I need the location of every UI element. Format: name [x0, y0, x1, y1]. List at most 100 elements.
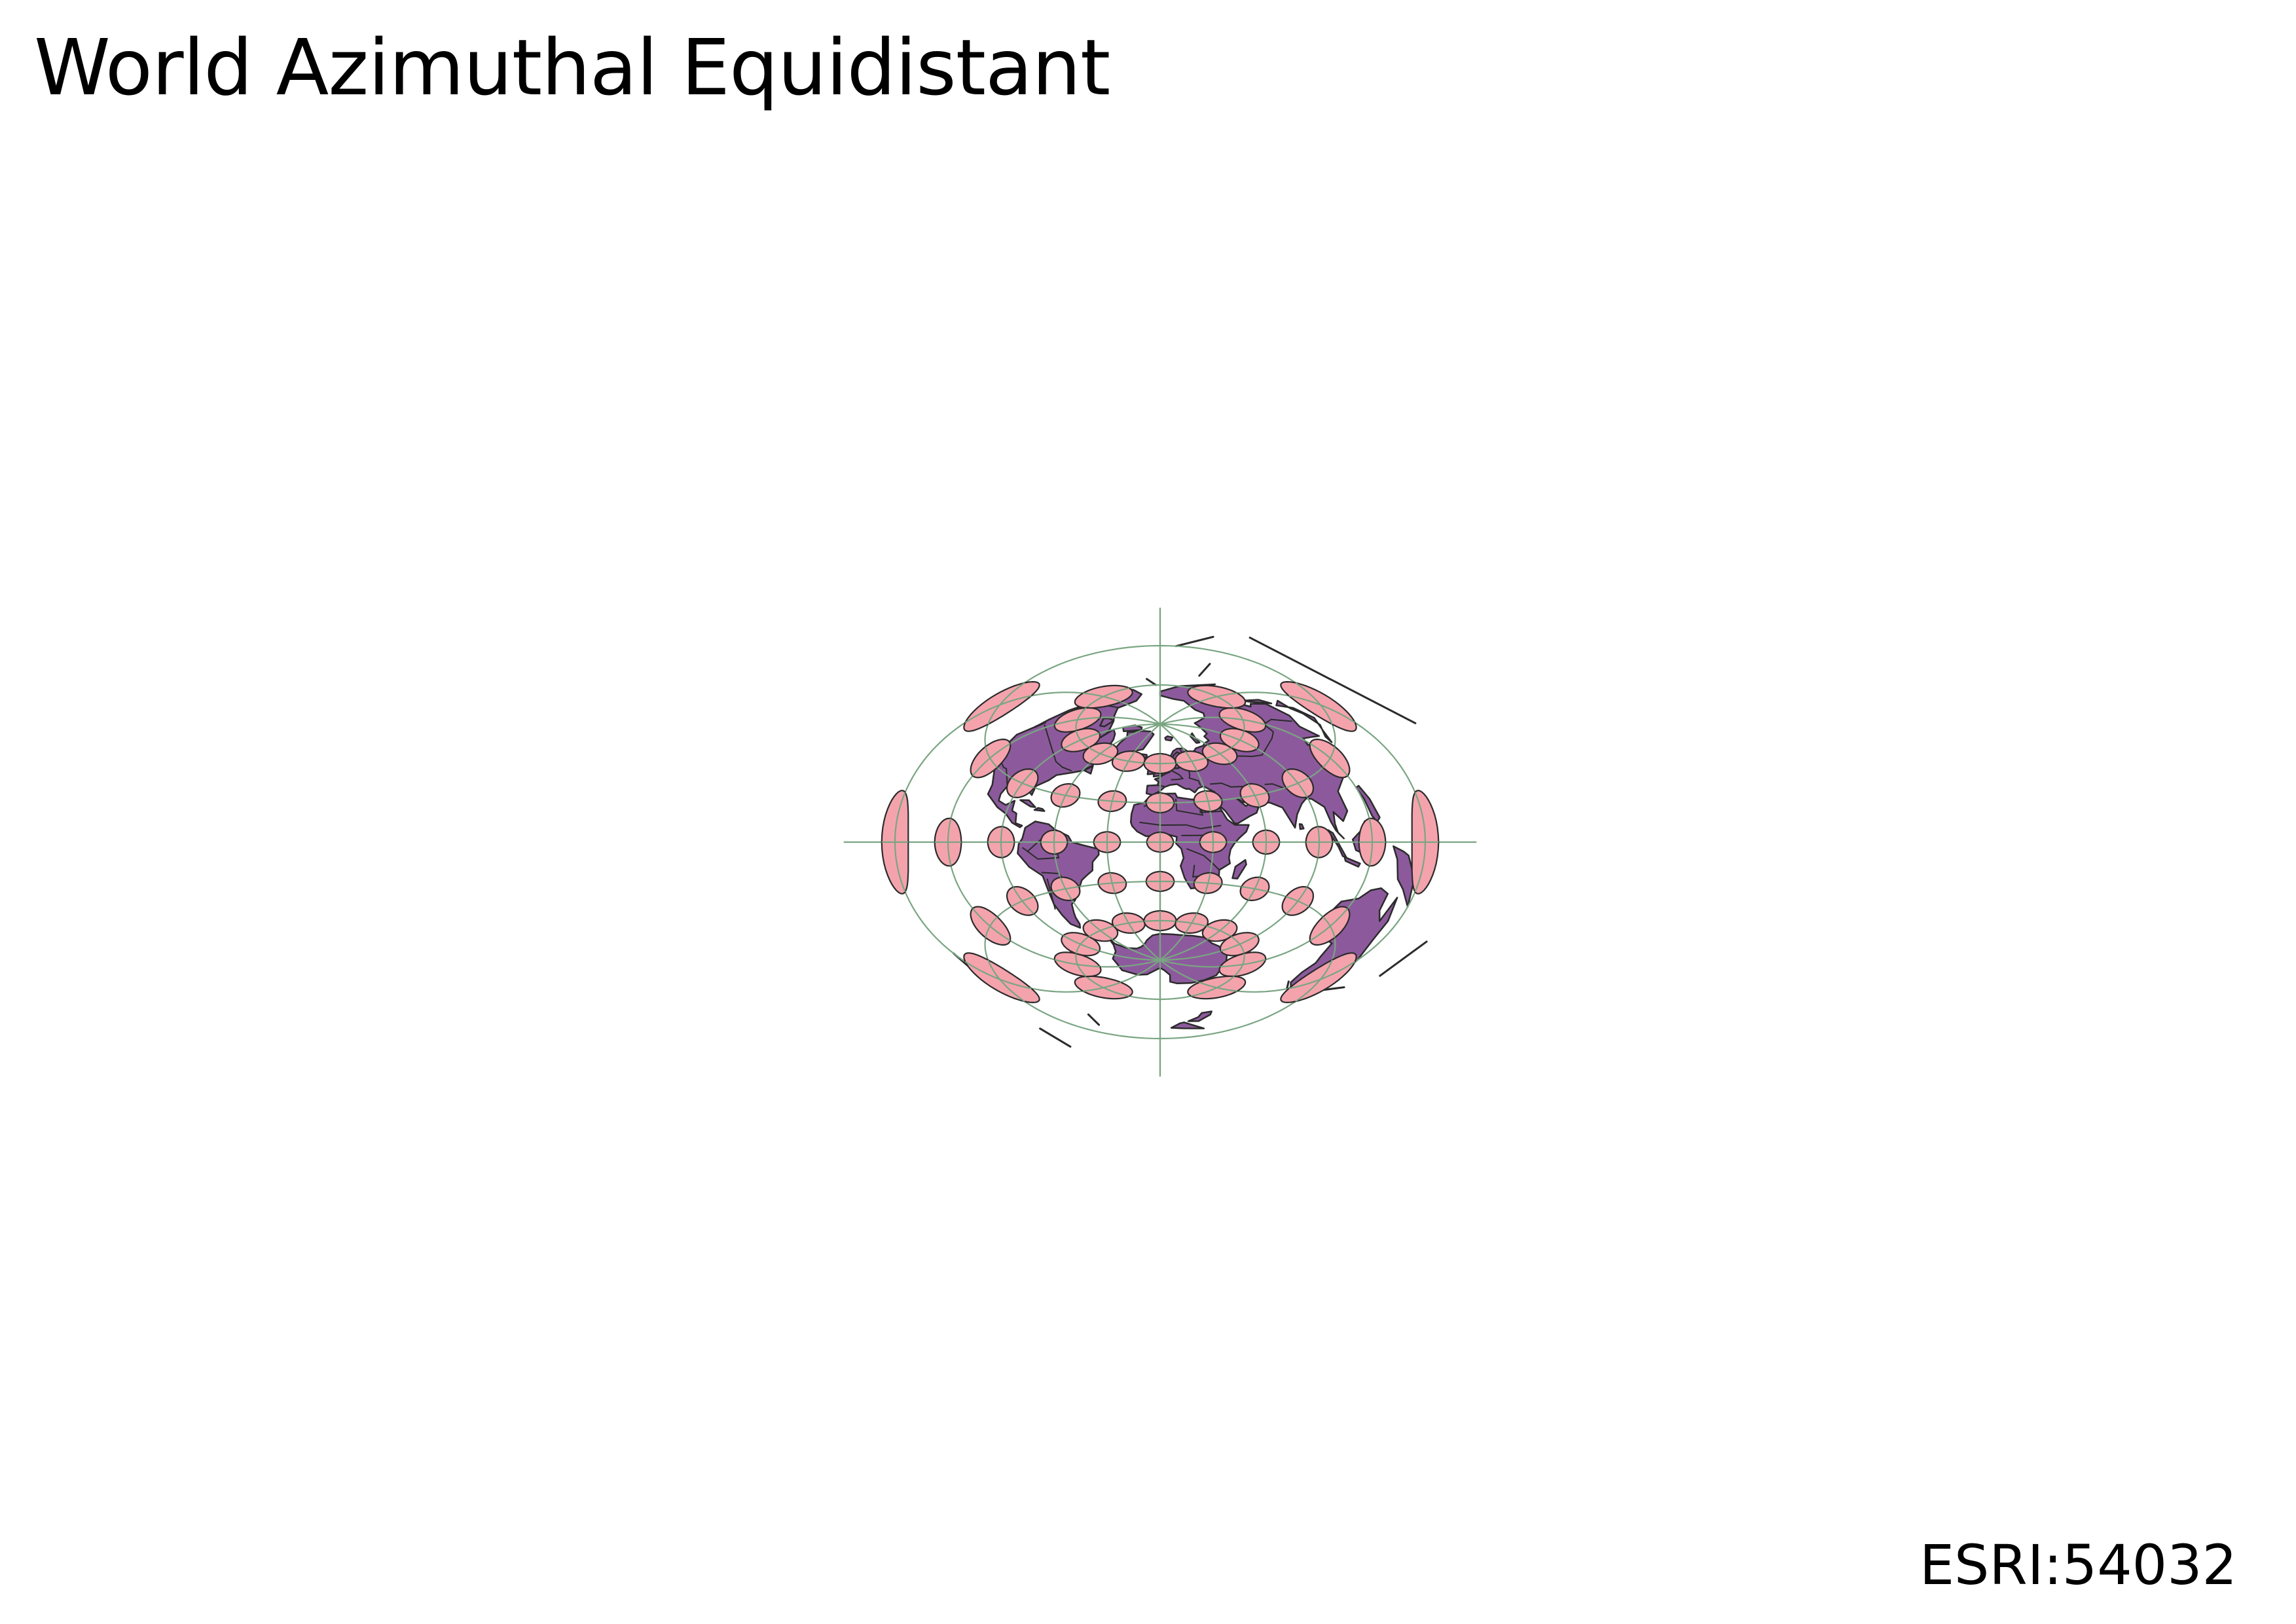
land-sri-lanka — [1298, 823, 1305, 830]
tissot-indicatrix — [1187, 975, 1247, 1000]
tissot-indicatrix — [1309, 738, 1351, 779]
tissot-parallel-axis — [1098, 799, 1126, 803]
tissot-parallel-axis — [1286, 777, 1309, 788]
tissot-parallel-axis — [1191, 976, 1235, 997]
land-sumatra — [1327, 829, 1347, 858]
tissot-indicatrix — [1175, 912, 1209, 934]
tissot-indicatrix — [1040, 829, 1068, 855]
tissot-parallel-axis — [1322, 746, 1336, 768]
land-layer — [953, 636, 1428, 1048]
land-madagascar — [1231, 858, 1247, 879]
country-border — [1044, 724, 1072, 772]
tissot-indicatrix — [1201, 742, 1238, 766]
tissot-indicatrix — [1305, 826, 1334, 858]
antipodal-fragment — [1198, 663, 1211, 677]
tissot-indicatrix — [1239, 783, 1270, 808]
tissot-parallel-axis — [1233, 707, 1245, 731]
tissot-parallel-axis — [1144, 762, 1176, 765]
tissot-indicatrix — [1281, 885, 1315, 916]
tissot-parallel-axis — [1322, 916, 1336, 938]
tissot-layer — [881, 680, 1440, 1004]
map-title: World Azimuthal Equidistant — [34, 22, 1110, 113]
tissot-indicatrix — [1309, 906, 1351, 946]
antipodal-fragment — [1175, 636, 1214, 648]
tissot-indicatrix — [1050, 876, 1081, 902]
tissot-parallel-axis — [1206, 925, 1232, 938]
tissot-indicatrix — [1006, 885, 1039, 916]
antipodal-fragment — [1034, 721, 1046, 728]
tissot-indicatrix — [1053, 707, 1102, 733]
tissot-parallel-axis — [1075, 953, 1087, 977]
tissot-indicatrix — [1187, 684, 1247, 709]
tissot-indicatrix — [1006, 768, 1039, 799]
land-svalbard — [1164, 735, 1174, 742]
tissot-parallel-axis — [1011, 896, 1034, 908]
tissot-parallel-axis — [1230, 730, 1245, 748]
tissot-parallel-axis — [1085, 687, 1129, 709]
tissot-indicatrix — [1218, 707, 1267, 733]
tissot-parallel-axis — [1241, 792, 1268, 798]
tissot-parallel-axis — [1075, 730, 1090, 748]
tissot-indicatrix — [1252, 829, 1281, 855]
tissot-indicatrix — [1097, 790, 1127, 813]
antipodal-fragment — [1039, 1027, 1072, 1048]
land-java — [1343, 856, 1361, 868]
tissot-indicatrix — [1074, 975, 1133, 1000]
tissot-indicatrix — [1175, 750, 1209, 772]
tissot-parallel-axis — [1295, 959, 1333, 1003]
tissot-indicatrix — [1053, 951, 1102, 978]
land-newfoundland — [1083, 765, 1094, 775]
tissot-parallel-axis — [985, 746, 998, 768]
tissot-indicatrix — [934, 817, 962, 867]
tissot-indicatrix — [881, 790, 909, 895]
tissot-indicatrix — [1111, 912, 1146, 934]
tissot-parallel-axis — [1233, 953, 1245, 977]
tissot-parallel-axis — [1176, 920, 1207, 927]
tissot-indicatrix — [1143, 752, 1177, 775]
tissot-indicatrix — [1239, 876, 1270, 902]
tissot-indicatrix — [1199, 831, 1228, 853]
tissot-indicatrix — [970, 906, 1011, 946]
country-border — [1139, 821, 1222, 830]
tissot-ellipse — [963, 952, 1040, 1004]
land-sakhalin — [1243, 699, 1273, 705]
tissot-indicatrix — [1097, 872, 1127, 895]
tissot-indicatrix — [1281, 768, 1315, 799]
tissot-parallel-axis — [1194, 799, 1222, 803]
tissot-indicatrix — [963, 680, 1040, 732]
tissot-indicatrix — [987, 826, 1015, 858]
land-new-zealand-north — [1170, 1021, 1205, 1029]
tissot-indicatrix — [1280, 680, 1357, 732]
land-victoria-island — [1099, 717, 1115, 728]
tissot-parallel-axis — [1206, 747, 1232, 759]
land-japan — [1275, 699, 1333, 743]
tissot-indicatrix — [1193, 790, 1223, 813]
country-border — [1157, 784, 1165, 787]
tissot-parallel-axis — [1011, 777, 1034, 788]
tissot-indicatrix — [1219, 932, 1260, 957]
tissot-parallel-axis — [1176, 757, 1207, 764]
tissot-indicatrix — [1145, 870, 1175, 893]
tissot-indicatrix — [970, 738, 1011, 779]
tissot-indicatrix — [1218, 951, 1267, 978]
tissot-parallel-axis — [1114, 920, 1144, 927]
tissot-ellipse — [963, 680, 1040, 732]
tissot-indicatrix — [1358, 817, 1387, 867]
land-hispaniola — [1033, 807, 1046, 812]
tissot-parallel-axis — [987, 959, 1025, 1003]
tissot-indicatrix — [1082, 742, 1119, 766]
tissot-indicatrix — [1061, 728, 1101, 752]
country-border — [1046, 878, 1056, 910]
tissot-indicatrix — [1061, 932, 1101, 957]
tissot-indicatrix — [1143, 910, 1177, 932]
country-border — [1170, 769, 1184, 781]
antipodal-fragment — [1379, 940, 1428, 977]
antipodal-fragment — [1146, 678, 1157, 686]
tissot-parallel-axis — [1230, 936, 1245, 954]
tissot-parallel-axis — [1191, 687, 1235, 709]
tissot-parallel-axis — [1075, 936, 1090, 954]
country-border — [1186, 848, 1220, 871]
antipodal-fragment — [1087, 1013, 1101, 1026]
land-cuba — [1019, 799, 1036, 808]
